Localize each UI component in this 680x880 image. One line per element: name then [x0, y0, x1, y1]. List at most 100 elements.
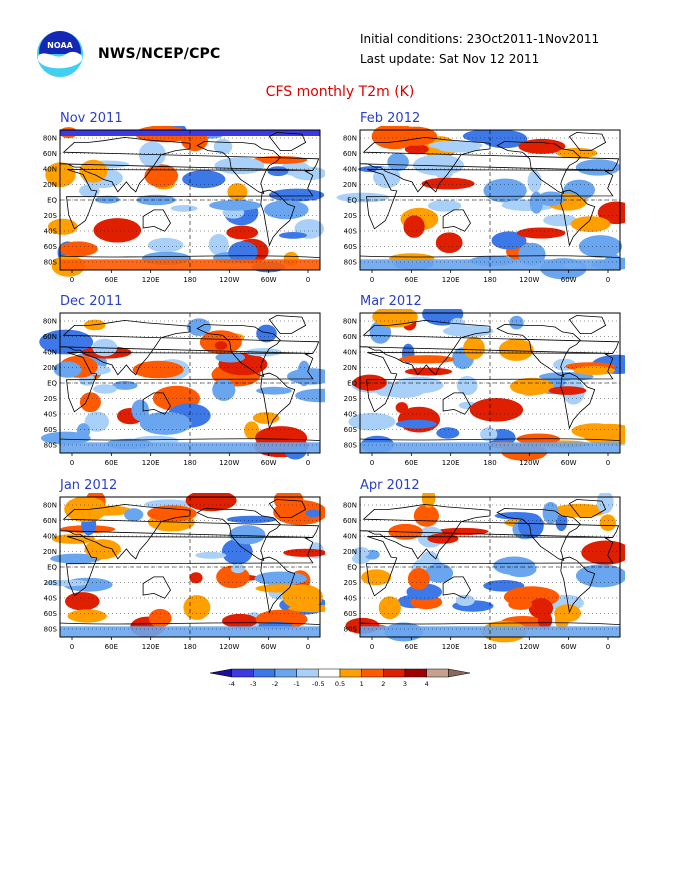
y-tick-label: EQ [347, 564, 357, 572]
x-tick-label: 60W [261, 643, 277, 651]
anomaly-region [413, 504, 439, 527]
anomaly-region [407, 568, 430, 590]
y-tick-label: 60N [43, 150, 57, 158]
panel-title: Dec 2011 [60, 294, 123, 309]
anomaly-region [469, 398, 524, 422]
colorbar-cell [361, 668, 384, 678]
anomaly-region [147, 237, 184, 253]
anomaly-region [413, 154, 464, 176]
coastlines [359, 499, 620, 614]
gridlines [360, 313, 620, 453]
anomaly-region [297, 360, 311, 387]
coastline [560, 372, 596, 430]
x-tick-label: 60E [405, 459, 418, 467]
anomaly-region [279, 232, 307, 239]
anomaly-region [47, 218, 78, 235]
colorbar-cell [253, 668, 276, 678]
panel-title: Mar 2012 [360, 294, 422, 309]
x-tick-label: 0 [306, 276, 310, 284]
map-panel: 80N 60N 40N 20N EQ 20S 40S 60S 80S 0 60E 120E 180 120… [343, 309, 625, 467]
anomaly-region [573, 366, 616, 375]
colorbar-label: -2 [272, 680, 278, 688]
anomaly-region [131, 399, 149, 421]
y-tick-label: 40N [43, 533, 57, 541]
anomaly-region [404, 144, 429, 155]
last-update: Last update: Sat Nov 12 2011 [360, 52, 540, 66]
y-tick-label: 80S [344, 626, 358, 634]
anomaly-region [228, 241, 258, 264]
anomaly-region [208, 233, 229, 256]
y-tick-label: 80N [343, 502, 357, 510]
coastline [496, 508, 581, 562]
x-tick-label: 120E [442, 643, 460, 651]
anomaly-region [79, 392, 101, 413]
y-tick-label: 20N [343, 181, 357, 189]
anomaly-region [221, 538, 253, 565]
anomaly-region [509, 315, 524, 330]
x-tick-label: 120W [219, 643, 239, 651]
x-tick-label: 60W [561, 459, 577, 467]
anomaly-region [529, 191, 543, 214]
panel-title: Jan 2012 [60, 478, 118, 493]
x-tick-label: 180 [483, 276, 496, 284]
anomaly-region [256, 324, 277, 343]
coastline [568, 315, 607, 335]
anomaly-region [527, 170, 542, 193]
y-tick-label: 80N [343, 318, 357, 326]
y-tick-label: EQ [347, 380, 357, 388]
anomaly-region [53, 361, 82, 378]
map-panel: 80N 60N 40N 20N EQ 20S 40S 60S 80S 0 60E 120E 180 120… [343, 493, 625, 651]
coastline [366, 169, 614, 230]
y-tick-label: 60N [43, 333, 57, 341]
anomaly-region [537, 611, 553, 629]
anomaly-region [227, 183, 248, 201]
x-tick-label: 180 [183, 276, 196, 284]
anomaly-region [455, 594, 475, 606]
coastline [196, 324, 281, 378]
coastline [260, 556, 296, 614]
anomaly-region [421, 177, 475, 190]
x-tick-label: 60W [261, 276, 277, 284]
anomaly-region [435, 232, 463, 253]
anomaly-region [399, 355, 455, 364]
colorbar-label: 0.5 [335, 680, 345, 688]
anomaly-region [462, 129, 513, 143]
anomaly-region [93, 384, 117, 394]
anomaly-region [427, 533, 459, 544]
anomaly-field [39, 318, 325, 460]
y-tick-label: 20N [343, 548, 357, 556]
anomaly-region [67, 609, 107, 623]
y-tick-label: 40N [343, 166, 357, 174]
anomaly-region [226, 225, 259, 240]
anomaly-region [84, 539, 121, 560]
y-tick-label: 20S [344, 579, 358, 587]
x-tick-label: 120W [519, 276, 539, 284]
x-tick-label: 120E [442, 459, 460, 467]
anomaly-region [493, 556, 536, 575]
x-tick-label: 0 [306, 643, 310, 651]
anomaly-region [273, 500, 325, 525]
x-tick-label: 0 [370, 643, 374, 651]
anomaly-region [65, 592, 100, 611]
y-tick-label: 40N [43, 166, 57, 174]
anomaly-region [542, 501, 559, 524]
anomaly-region [543, 214, 577, 227]
anomaly-region [436, 427, 460, 439]
anomaly-region [305, 509, 321, 518]
anomaly-region [214, 341, 228, 350]
colorbar-cell [339, 668, 362, 678]
coastlines [59, 499, 320, 614]
coastline [268, 132, 307, 152]
y-tick-label: 40S [44, 411, 58, 419]
coastline [142, 209, 171, 232]
map-panel: 80N 60N 40N 20N EQ 20S 40S 60S 80S 0 60E 120E 180 120… [43, 126, 325, 284]
y-tick-label: 80N [343, 135, 357, 143]
colorbar-cell [209, 668, 232, 678]
anomaly-region [353, 547, 370, 558]
y-tick-label: 20S [44, 395, 58, 403]
anomaly-region [425, 563, 454, 583]
anomaly-region [378, 596, 401, 620]
colorbar-cell [448, 668, 471, 678]
y-tick-label: 40S [344, 228, 358, 236]
anomaly-region [369, 320, 392, 344]
